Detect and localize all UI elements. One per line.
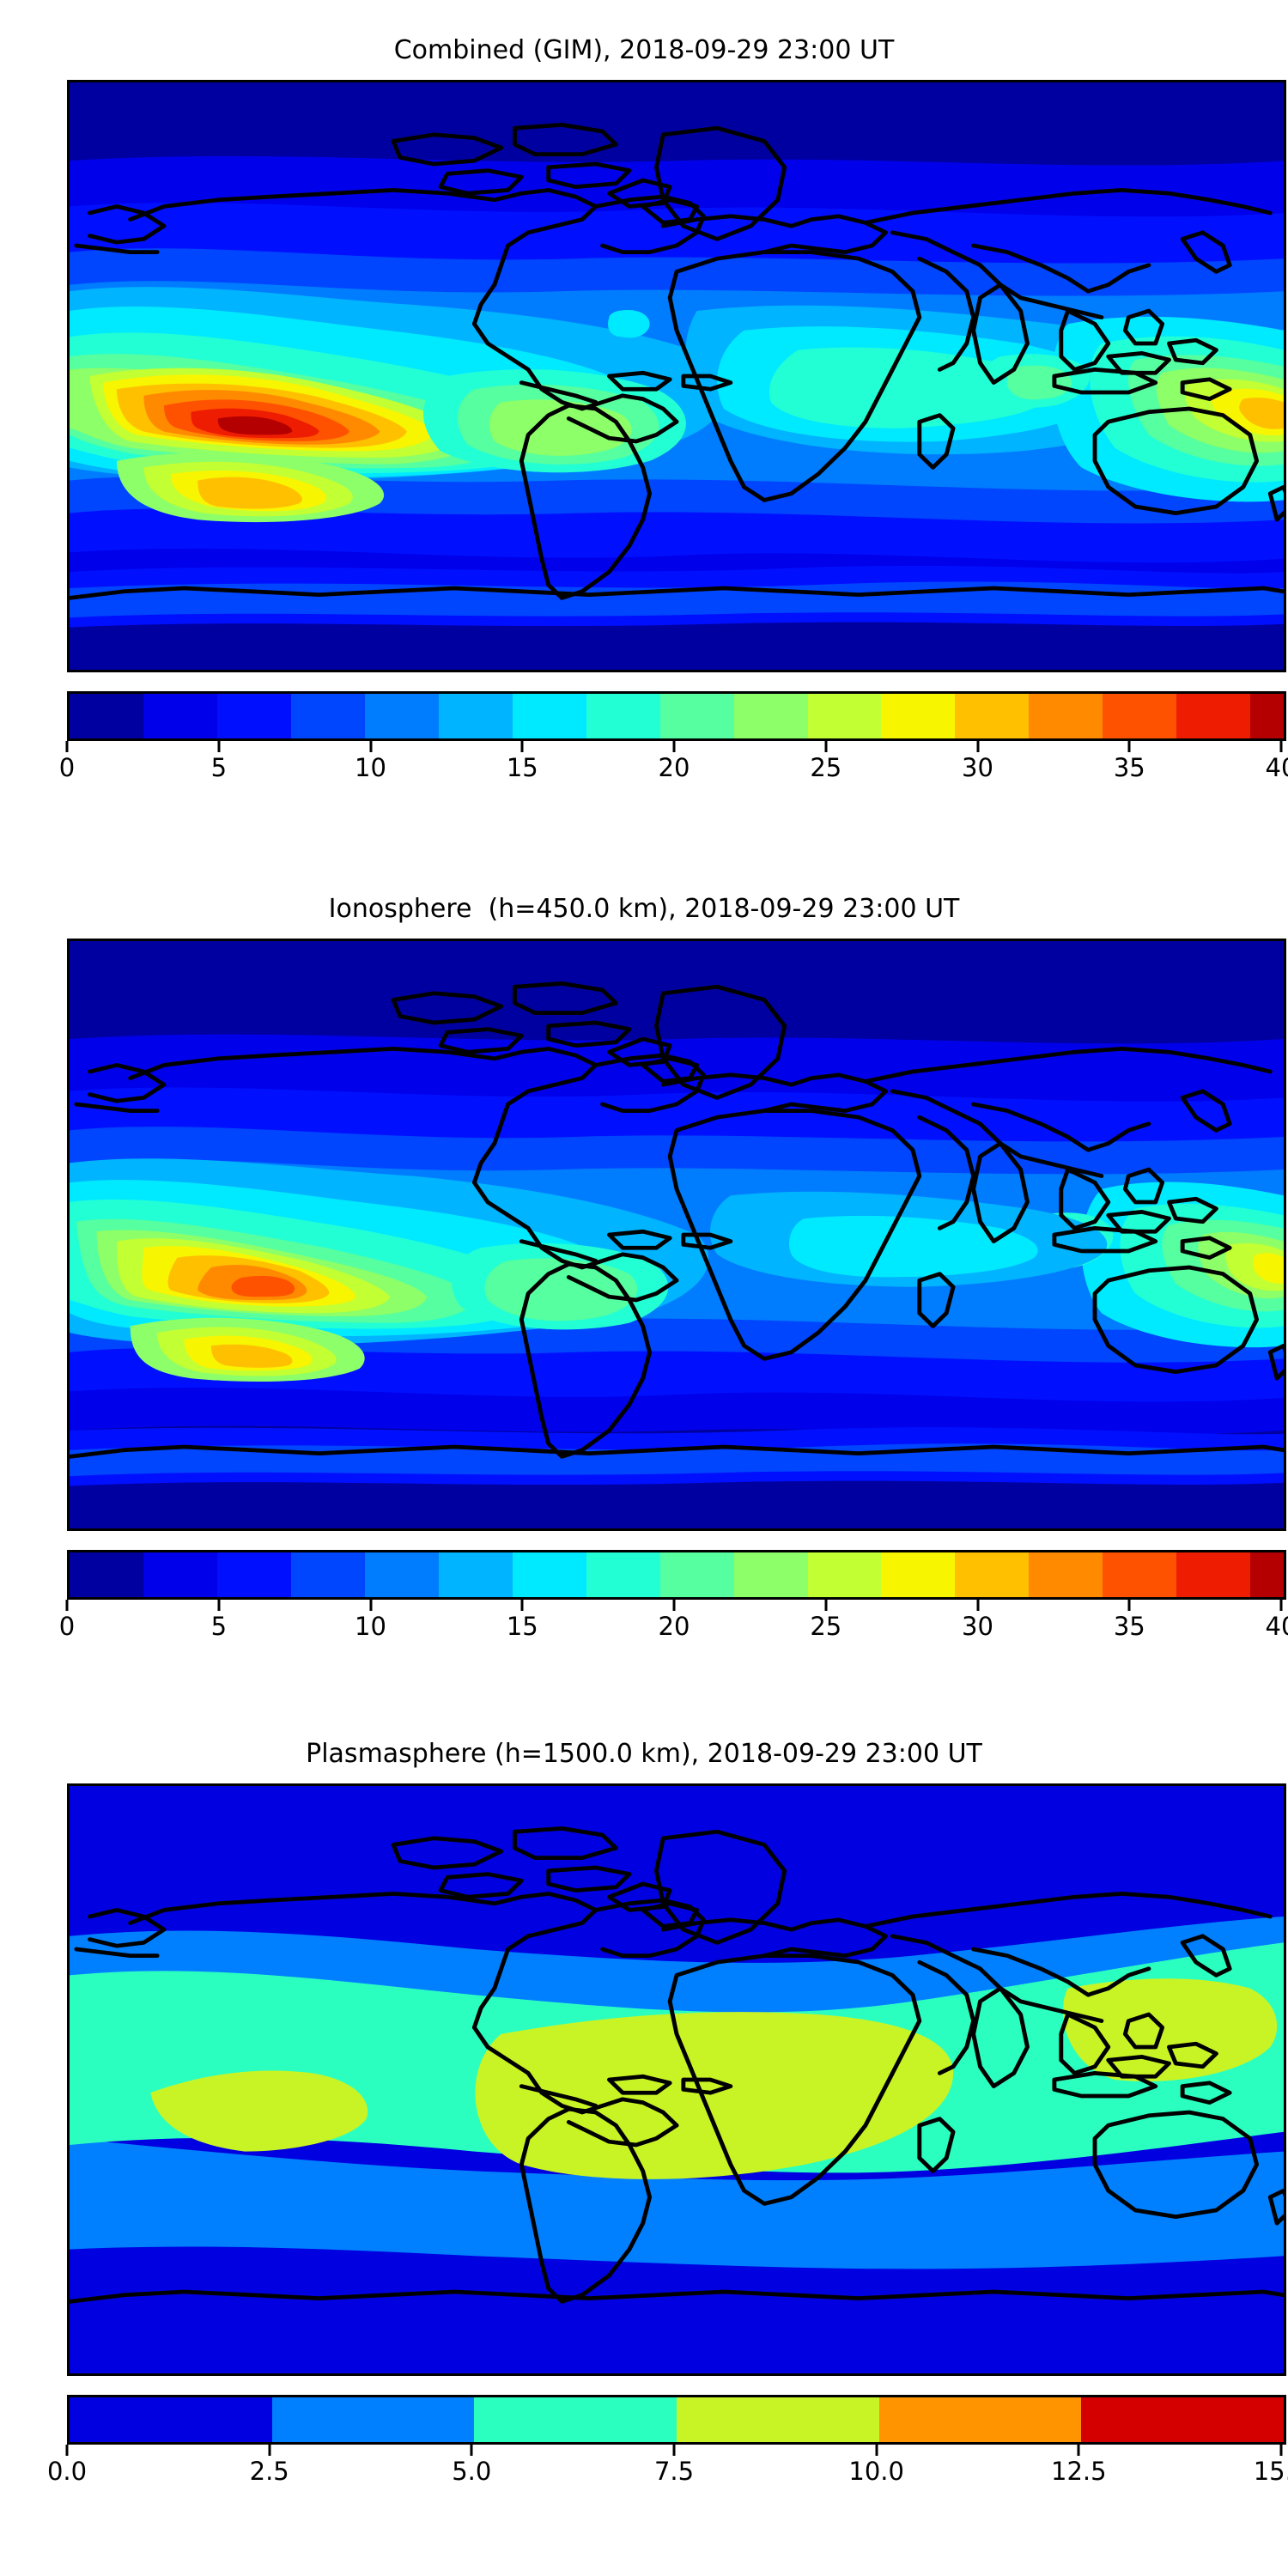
cbar-tick-label: 20: [658, 1612, 690, 1641]
map-combined-gim[interactable]: [67, 80, 1286, 672]
cbar-tick-label: 5: [210, 753, 228, 782]
panel-ionosphere: Ionosphere (h=450.0 km), 2018-09-29 23:0…: [0, 895, 1288, 1648]
colorbar-ticks-plasmasphere: 0.0 2.5 5.0 7.5 10.0 12.5 15.0: [47, 2445, 1288, 2493]
cbar-tick-label: 10: [355, 1612, 386, 1641]
cbar-tick-label: 0: [58, 1612, 76, 1641]
map-container-plasmasphere: [34, 1783, 1286, 2376]
panel-combined-gim: Combined (GIM), 2018-09-29 23:00 UT: [0, 36, 1288, 789]
map-ionosphere[interactable]: [67, 939, 1286, 1531]
cbar-tick-label: 35: [1113, 1612, 1145, 1641]
colorbar-combined-gim[interactable]: [67, 691, 1286, 741]
cbar-tick-label: 5.0: [452, 2457, 492, 2486]
panel-title-plasmasphere: Plasmasphere (h=1500.0 km), 2018-09-29 2…: [306, 1739, 982, 1769]
cbar-tick-label: 25: [810, 1612, 842, 1641]
cbar-tick-label: 0: [58, 753, 76, 782]
cbar-tick-label: 20: [658, 753, 690, 782]
cbar-tick-label: 25: [810, 753, 842, 782]
cbar-tick-label: 30: [962, 1612, 993, 1641]
cbar-tick-label: 10.0: [848, 2457, 904, 2486]
colorbar-container-ionosphere: 0 5 10 15 20 25 30 35 40: [34, 1550, 1288, 1648]
cbar-tick-label: 30: [962, 753, 993, 782]
cbar-tick-label: 15.0: [1253, 2457, 1288, 2486]
cbar-tick-label: 40: [1265, 753, 1288, 782]
colorbar-ticks-combined-gim: 0 5 10 15 20 25 30 35 40: [59, 741, 1288, 789]
panel-plasmasphere: Plasmasphere (h=1500.0 km), 2018-09-29 2…: [0, 1740, 1288, 2493]
colorbar-ionosphere[interactable]: [67, 1550, 1286, 1600]
cbar-tick-label: 35: [1113, 753, 1145, 782]
cbar-tick-label: 10: [355, 753, 386, 782]
colorbar-ticks-ionosphere: 0 5 10 15 20 25 30 35 40: [59, 1600, 1288, 1648]
cbar-tick-label: 15: [506, 753, 538, 782]
map-container-ionosphere: [34, 939, 1286, 1531]
cbar-tick-label: 12.5: [1051, 2457, 1107, 2486]
cbar-tick-label: 15: [506, 1612, 538, 1641]
panel-title-combined-gim: Combined (GIM), 2018-09-29 23:00 UT: [393, 35, 895, 65]
cbar-tick-label: 7.5: [653, 2457, 695, 2486]
colorbar-container-combined-gim: 0 5 10 15 20 25 30 35 40: [34, 691, 1288, 789]
panel-title-ionosphere: Ionosphere (h=450.0 km), 2018-09-29 23:0…: [328, 894, 960, 924]
cbar-tick-label: 2.5: [249, 2457, 289, 2486]
map-plasmasphere[interactable]: [67, 1783, 1286, 2376]
colorbar-container-plasmasphere: 0.0 2.5 5.0 7.5 10.0 12.5 15.0: [34, 2395, 1288, 2493]
cbar-tick-label: 40: [1265, 1612, 1288, 1641]
colorbar-plasmasphere[interactable]: [67, 2395, 1286, 2445]
map-container-combined-gim: [34, 80, 1286, 672]
cbar-tick-label: 0.0: [46, 2457, 88, 2486]
cbar-tick-label: 5: [210, 1612, 228, 1641]
